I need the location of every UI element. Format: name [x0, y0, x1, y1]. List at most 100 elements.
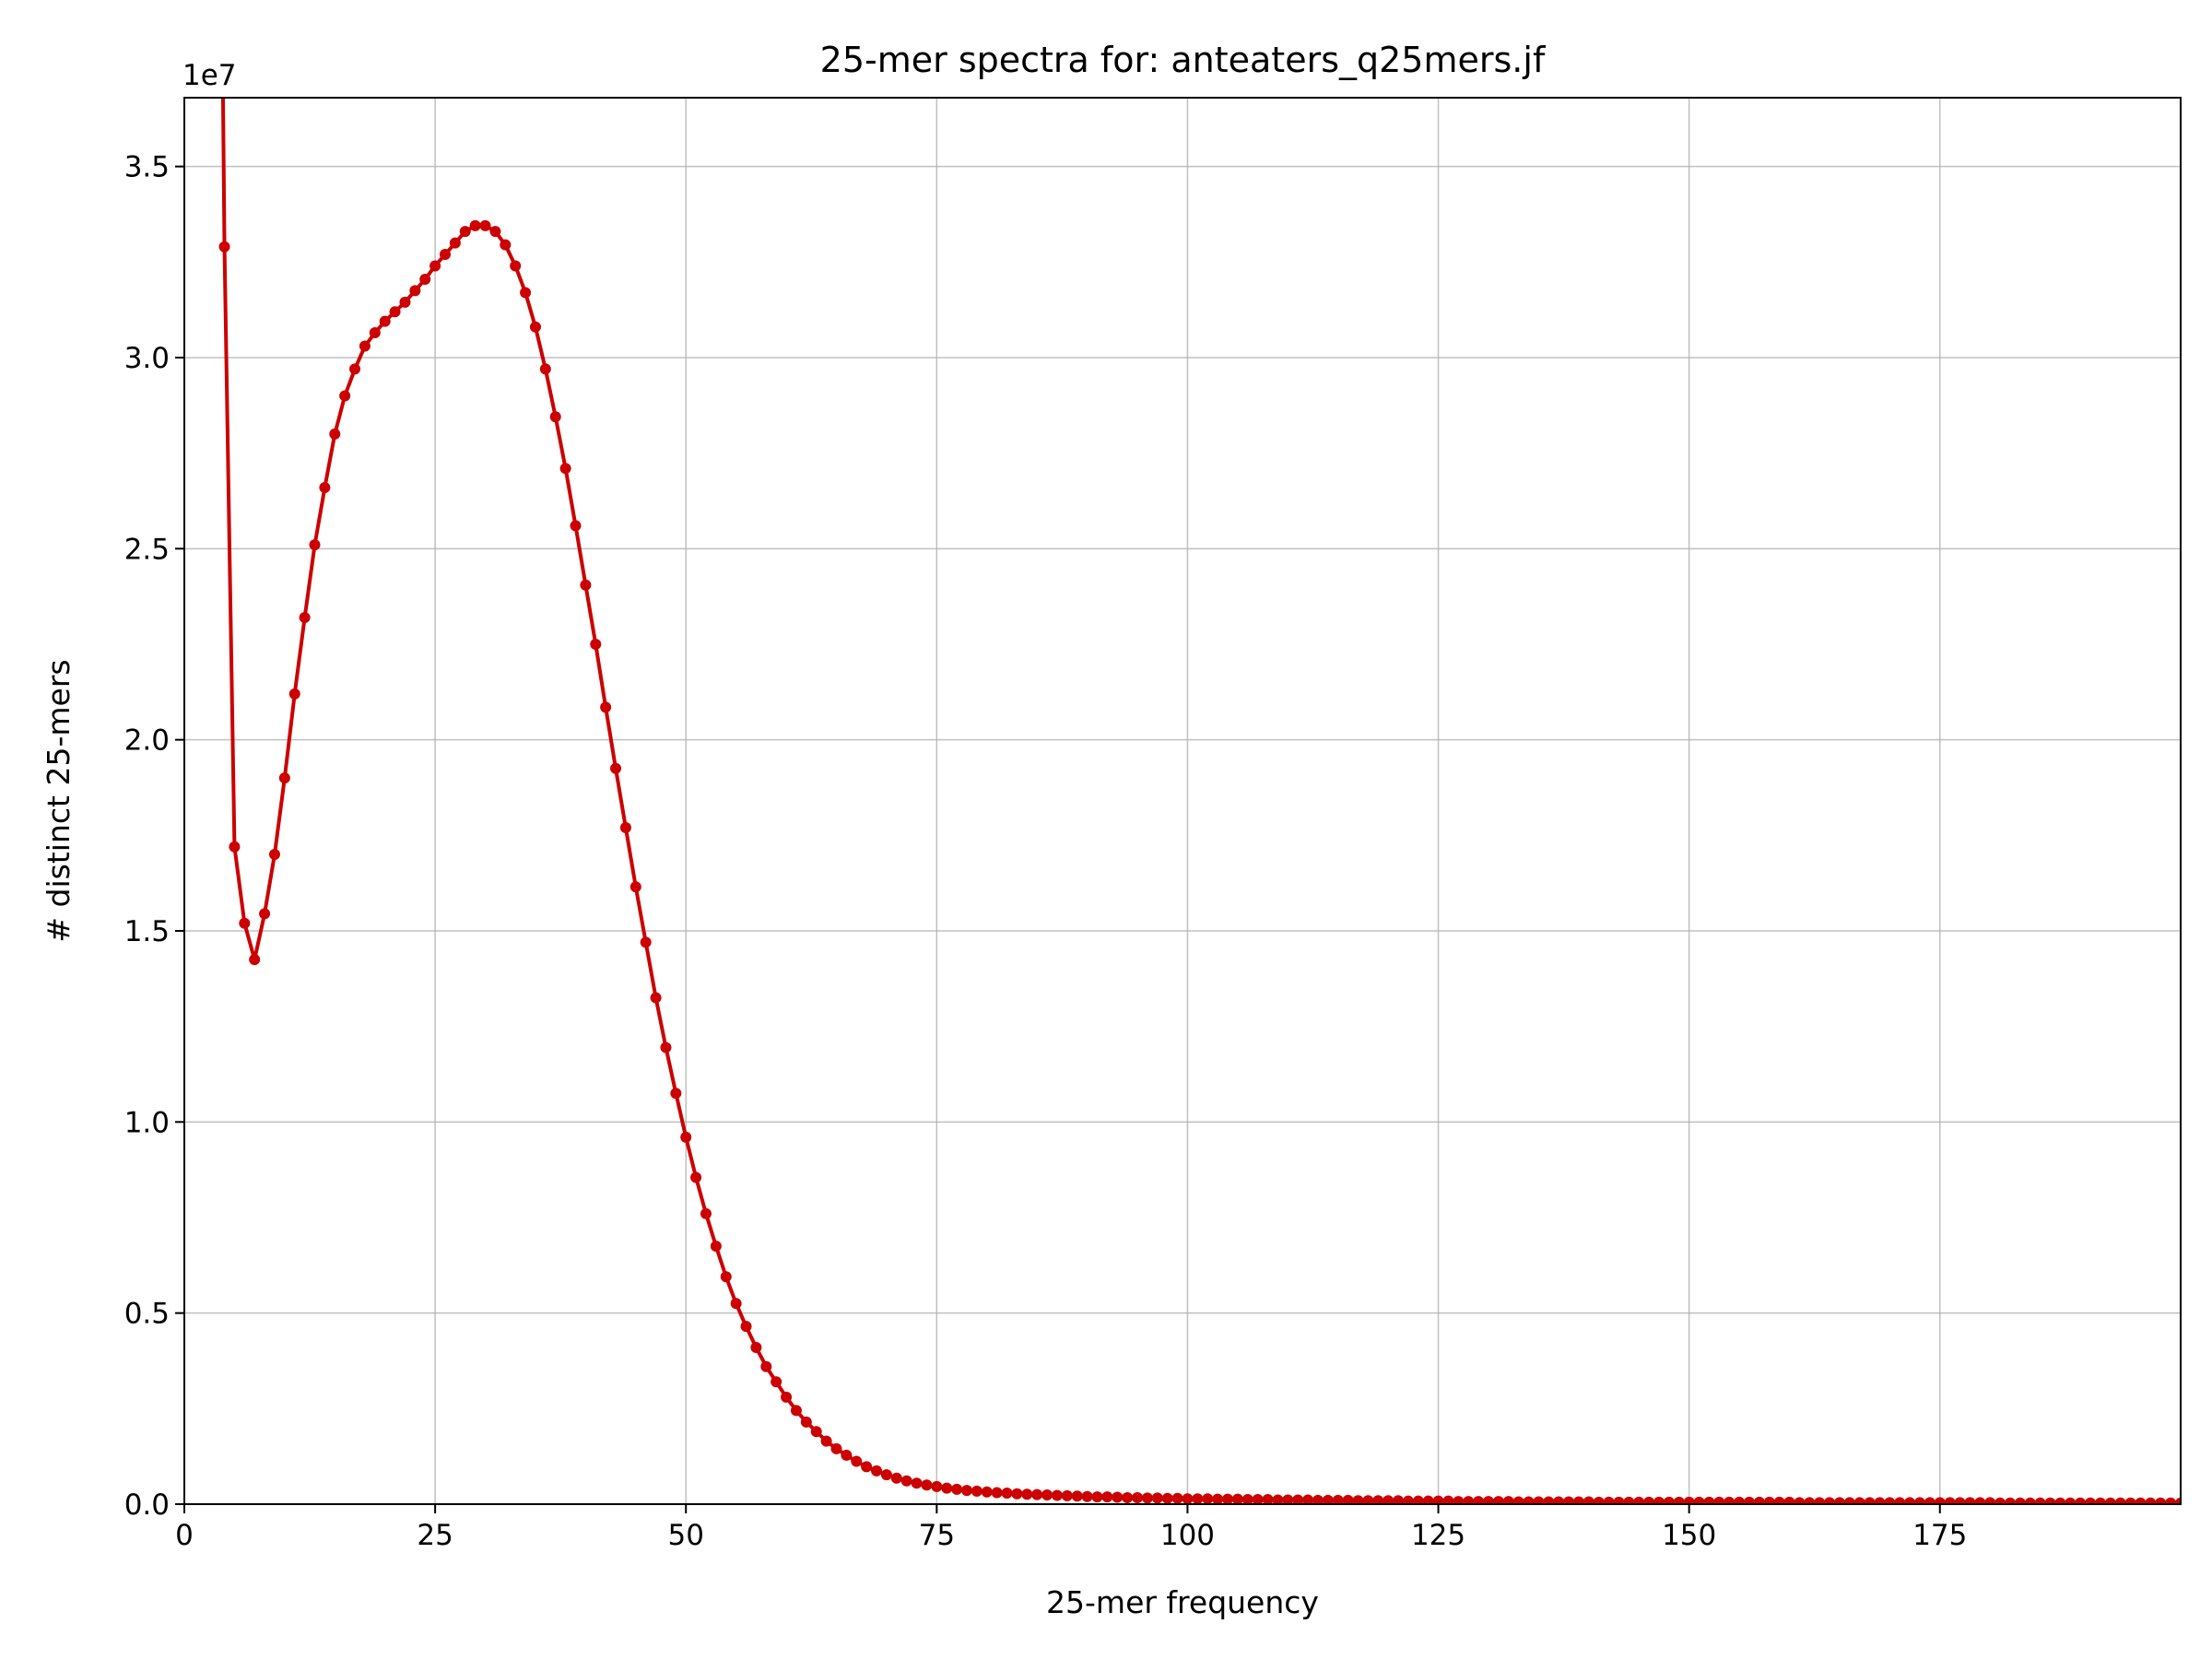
data-point — [1874, 1497, 1886, 1504]
data-point — [1081, 1490, 1093, 1502]
data-point — [1824, 1497, 1836, 1504]
data-point — [1482, 1496, 1494, 1504]
data-point — [1964, 1497, 1976, 1504]
data-point — [851, 1455, 863, 1467]
data-point — [1492, 1496, 1504, 1504]
data-point — [1021, 1488, 1033, 1500]
data-point — [1773, 1496, 1785, 1504]
data-point — [1221, 1493, 1233, 1504]
data-point — [911, 1477, 923, 1489]
data-point — [1703, 1496, 1715, 1504]
data-point — [549, 411, 561, 423]
data-point — [349, 363, 361, 375]
data-point — [2034, 1497, 2046, 1504]
data-point — [1332, 1494, 1344, 1504]
data-point — [951, 1483, 963, 1495]
data-point — [559, 463, 571, 475]
data-point — [810, 1426, 822, 1438]
data-point — [2004, 1497, 2016, 1504]
data-point — [610, 762, 622, 774]
data-point — [1192, 1493, 1204, 1504]
data-point — [459, 226, 471, 238]
data-point — [1683, 1496, 1695, 1504]
data-point — [1502, 1496, 1514, 1504]
data-point — [1613, 1496, 1625, 1504]
data-point — [1653, 1496, 1665, 1504]
data-point — [1603, 1496, 1615, 1504]
data-point — [960, 1485, 972, 1497]
y-tick-label: 3.0 — [124, 342, 170, 375]
data-point — [1904, 1497, 1916, 1504]
data-point — [419, 273, 431, 285]
data-point — [880, 1469, 892, 1481]
data-point — [1132, 1491, 1144, 1503]
data-point — [1804, 1497, 1816, 1504]
data-point — [278, 772, 290, 784]
data-point — [1843, 1497, 1855, 1504]
data-point — [1422, 1495, 1434, 1504]
data-point — [1122, 1491, 1134, 1503]
data-point — [339, 390, 351, 402]
data-point — [2124, 1497, 2136, 1504]
data-point — [369, 327, 381, 339]
data-point — [1402, 1495, 1414, 1504]
grid — [183, 98, 2181, 1505]
data-point — [309, 539, 321, 551]
y-tick-label: 1.0 — [124, 1106, 170, 1139]
data-point — [600, 701, 612, 713]
data-point — [1432, 1495, 1444, 1504]
x-tick-label: 100 — [1160, 1519, 1215, 1552]
data-point — [760, 1360, 772, 1372]
data-point — [1512, 1496, 1524, 1504]
data-point — [1623, 1496, 1635, 1504]
data-point — [1693, 1496, 1705, 1504]
data-point — [1473, 1496, 1485, 1504]
data-point — [1463, 1496, 1475, 1504]
data-point — [1994, 1497, 2006, 1504]
data-point — [1563, 1496, 1575, 1504]
data-point — [1553, 1496, 1565, 1504]
data-point — [1543, 1496, 1555, 1504]
data-point — [489, 226, 501, 238]
axes-frame — [183, 97, 2182, 1505]
data-point — [1091, 1491, 1103, 1503]
data-point — [640, 936, 652, 948]
data-point — [971, 1485, 982, 1497]
data-point — [389, 306, 401, 318]
data-point — [2114, 1497, 2126, 1504]
data-point — [841, 1449, 853, 1461]
data-point — [1643, 1496, 1655, 1504]
data-point — [379, 315, 391, 327]
data-point — [1894, 1497, 1906, 1504]
data-point — [921, 1479, 933, 1491]
data-point — [1382, 1495, 1394, 1504]
data-point — [790, 1405, 802, 1417]
data-point — [2085, 1497, 2097, 1504]
data-point — [1322, 1494, 1334, 1504]
data-point — [439, 249, 451, 261]
data-point — [740, 1321, 752, 1333]
data-point — [720, 1271, 732, 1283]
data-point — [1884, 1497, 1896, 1504]
data-point — [1442, 1495, 1454, 1504]
plot-area — [218, 98, 2181, 1504]
data-point — [2065, 1497, 2077, 1504]
data-point — [1954, 1497, 1966, 1504]
data-point — [931, 1480, 943, 1492]
data-point — [1212, 1493, 1224, 1504]
data-point — [1783, 1496, 1795, 1504]
data-point — [1864, 1497, 1876, 1504]
data-point — [1944, 1497, 1956, 1504]
data-point — [1533, 1496, 1545, 1504]
y-axis-label: # distinct 25-mers — [41, 659, 76, 942]
data-point — [1974, 1497, 1986, 1504]
data-point — [1061, 1489, 1073, 1501]
data-point — [359, 340, 371, 352]
data-point — [1101, 1491, 1113, 1503]
data-point — [1342, 1494, 1354, 1504]
data-point — [2165, 1497, 2177, 1504]
data-point — [520, 287, 532, 299]
x-tick-label: 175 — [1912, 1519, 1967, 1552]
data-point — [629, 881, 641, 893]
